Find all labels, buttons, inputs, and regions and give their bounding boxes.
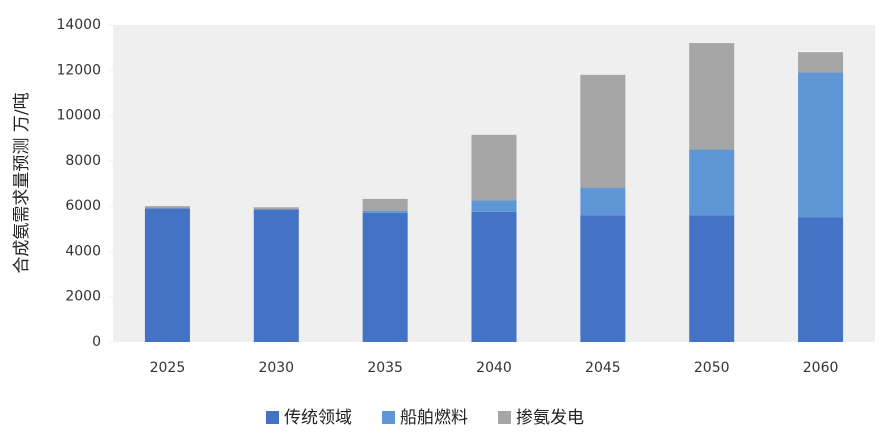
bar-segment xyxy=(580,188,626,216)
bar-segment xyxy=(144,208,190,342)
y-tick-label: 10000 xyxy=(56,108,101,124)
bar-segment xyxy=(471,211,517,342)
x-tick-label: 2030 xyxy=(258,360,294,376)
y-tick-label: 12000 xyxy=(56,62,101,78)
legend-label: 船舶燃料 xyxy=(400,408,468,428)
legend-swatch xyxy=(382,411,395,424)
legend-swatch xyxy=(498,411,511,424)
y-tick-label: 14000 xyxy=(56,17,101,33)
x-tick-label: 2025 xyxy=(150,360,186,376)
bar-segment xyxy=(689,149,735,216)
legend-swatch xyxy=(266,411,279,424)
y-tick-label: 0 xyxy=(92,334,101,350)
x-tick-label: 2060 xyxy=(803,360,839,376)
bar-segment xyxy=(689,215,735,342)
bar-segment xyxy=(689,43,735,150)
bar-segment xyxy=(144,206,190,209)
bar-segment xyxy=(471,200,517,212)
x-tick-label: 2040 xyxy=(476,360,512,376)
bar-segment xyxy=(471,134,517,201)
bar-segment xyxy=(362,212,408,342)
x-tick-label: 2045 xyxy=(585,360,621,376)
bar-segment xyxy=(362,198,408,211)
bar-segment xyxy=(580,74,626,189)
bar-segment xyxy=(253,207,299,210)
y-tick-label: 2000 xyxy=(65,289,101,305)
x-tick-label: 2035 xyxy=(367,360,403,376)
bar-segment xyxy=(798,52,844,73)
y-tick-label: 4000 xyxy=(65,243,101,259)
bar-segment xyxy=(798,217,844,342)
bar-segment xyxy=(580,215,626,342)
legend-label: 掺氨发电 xyxy=(516,408,584,428)
y-axis-label: 合成氨需求量预测 万/吨 xyxy=(12,92,32,273)
bar-segment xyxy=(798,72,844,218)
y-tick-label: 8000 xyxy=(65,153,101,169)
bar-segment xyxy=(362,210,408,213)
x-tick-label: 2050 xyxy=(694,360,730,376)
y-tick-label: 6000 xyxy=(65,198,101,214)
legend-label: 传统领域 xyxy=(284,408,352,428)
bar-segment xyxy=(253,209,299,342)
